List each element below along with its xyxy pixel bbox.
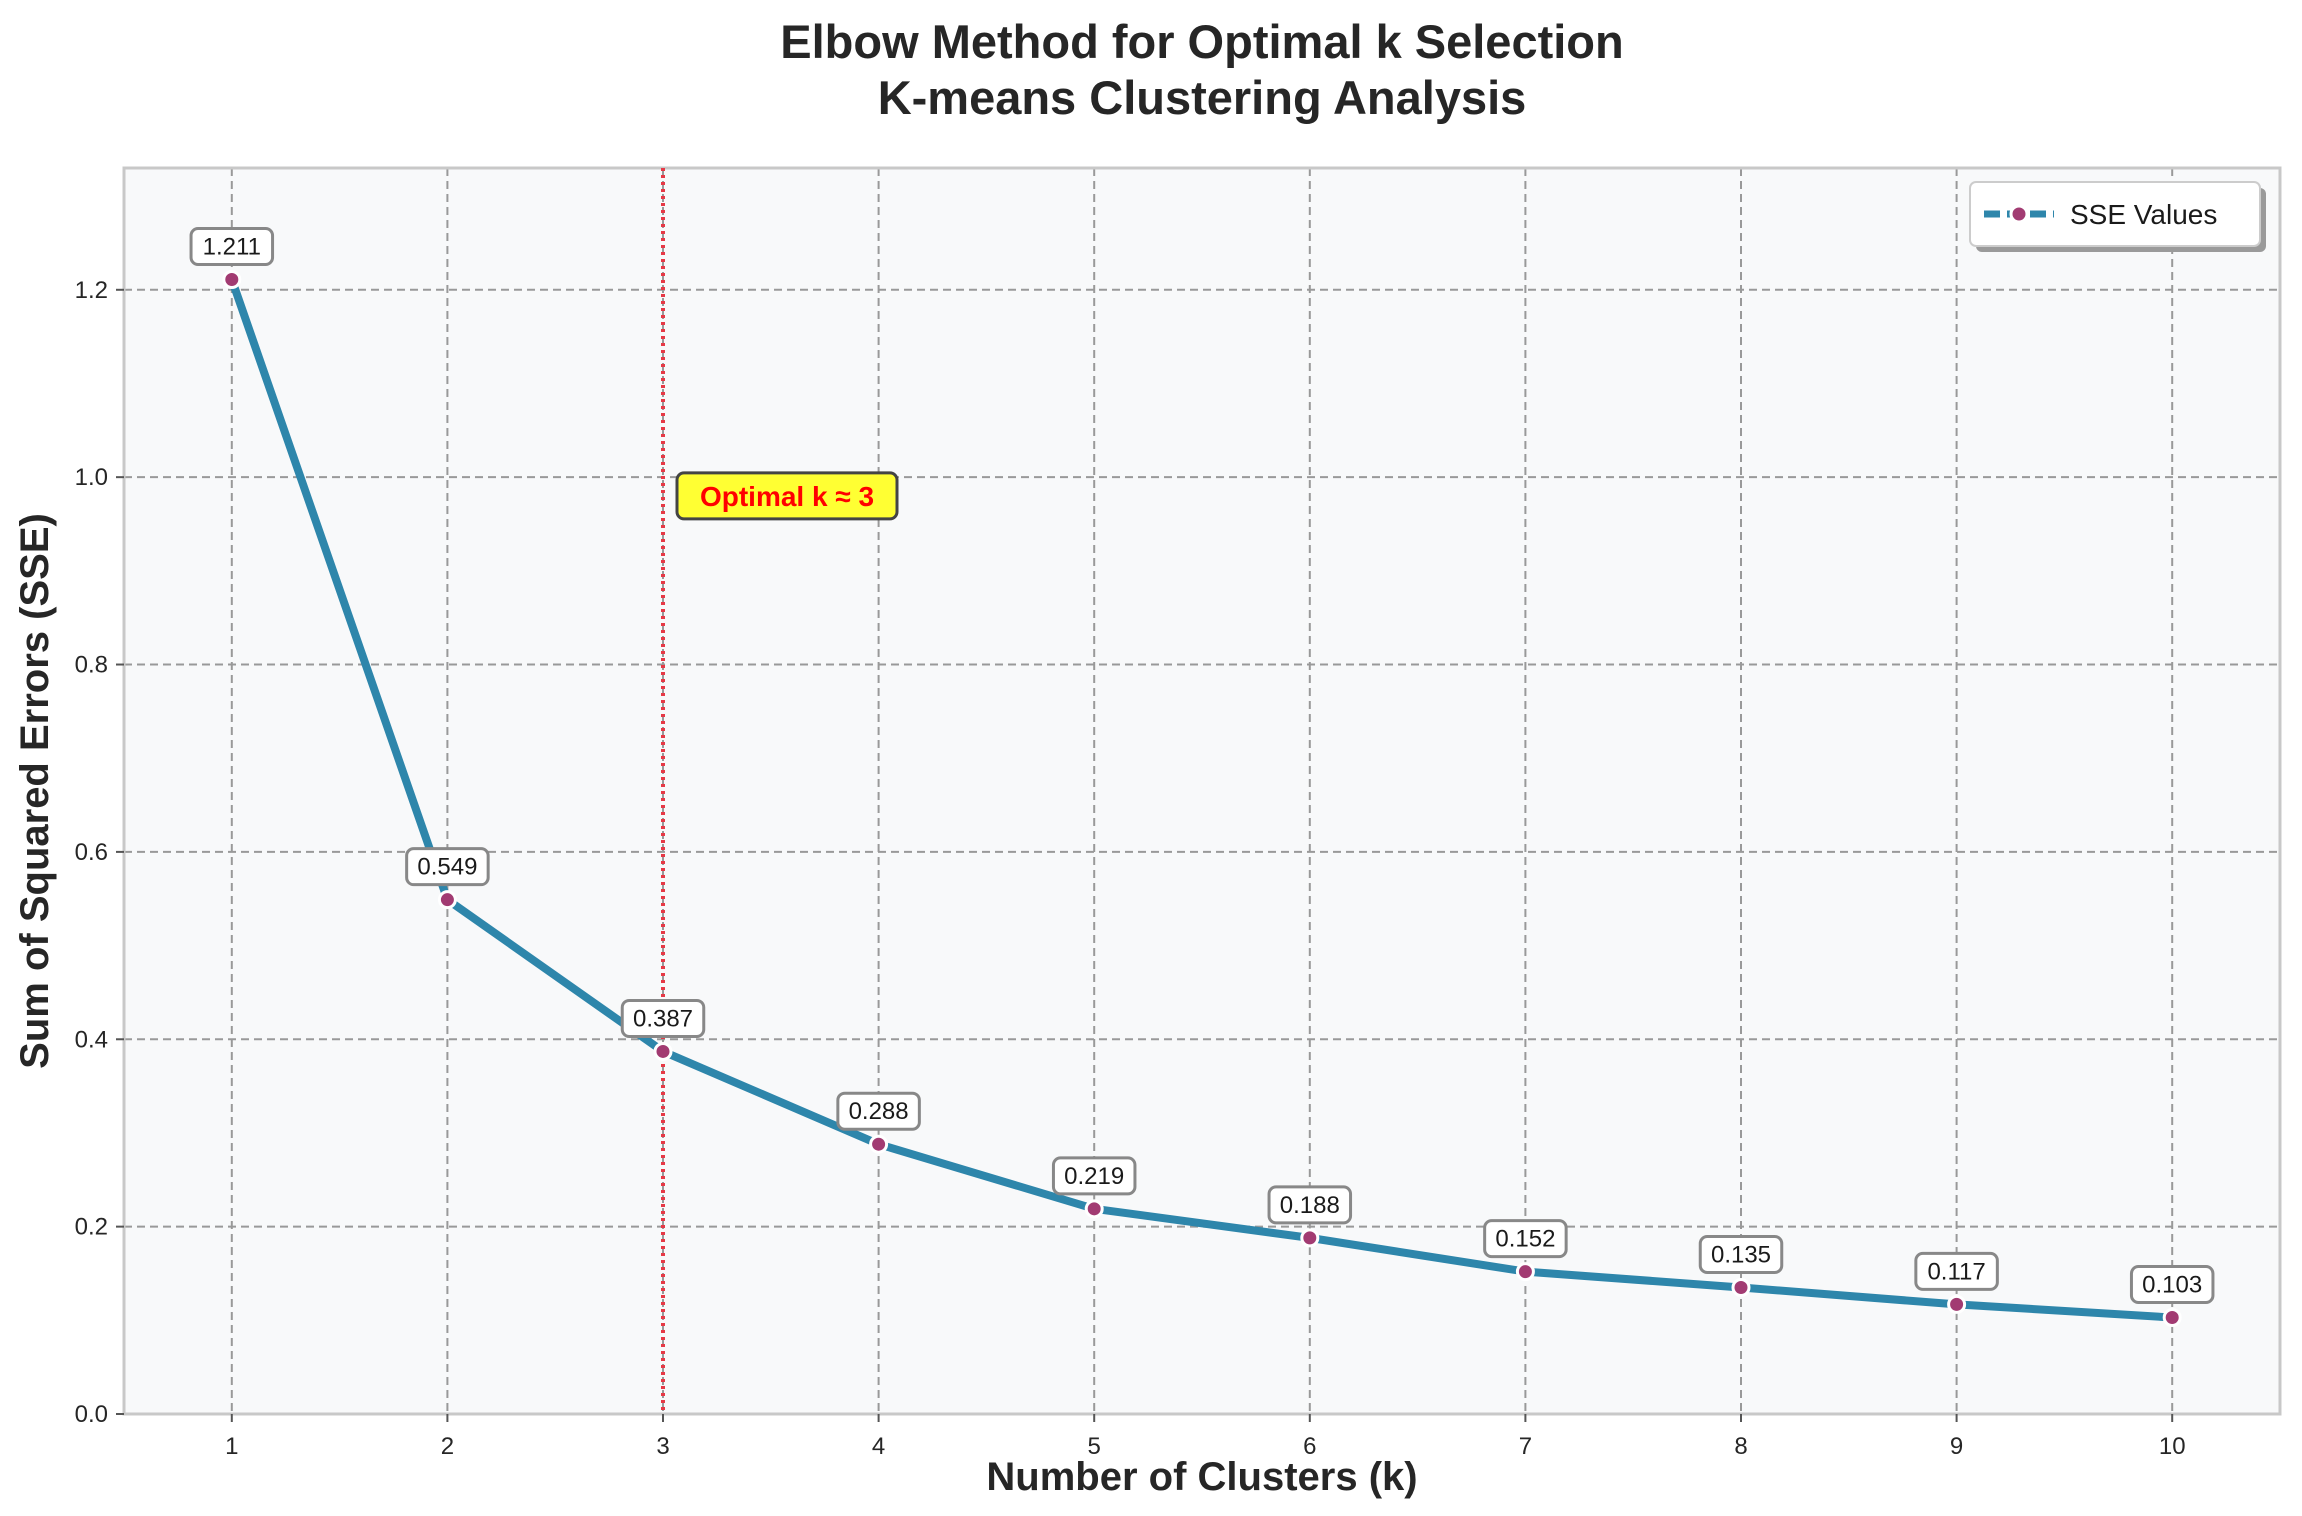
- data-labels: 1.211 0.549 0.387 0.288 0.219 0.188 0.152 0.135…: [189, 226, 2215, 1305]
- x-tick-label-10: 10: [2159, 1433, 2186, 1460]
- data-label-box-10: [2129, 1265, 2215, 1305]
- plot-frame: [122, 166, 2282, 1416]
- annotation-group: Optimal k ≈ 3: [675, 471, 899, 521]
- plot-area: [124, 168, 2280, 1414]
- y-axis-label: Sum of Squared Errors (SSE): [13, 513, 57, 1069]
- data-label-box-7: [1483, 1219, 1568, 1259]
- x-tick-label-7: 7: [1519, 1433, 1532, 1460]
- x-tick-label-6: 6: [1303, 1433, 1316, 1460]
- x-tick-label-3: 3: [656, 1433, 669, 1460]
- data-label-8: 0.135: [1698, 1235, 1784, 1275]
- data-label-text-5: 0.219: [1064, 1163, 1124, 1190]
- data-label-box-9: [1914, 1251, 1999, 1291]
- data-label-3: 0.387: [620, 998, 706, 1038]
- x-tick-label-5: 5: [1088, 1433, 1101, 1460]
- data-label-box-2: [405, 847, 490, 887]
- chart-title: Elbow Method for Optimal k Selection: [780, 15, 1623, 68]
- x-tick-label-8: 8: [1734, 1433, 1747, 1460]
- data-label-5: 0.219: [1051, 1156, 1137, 1196]
- x-axis-label: Number of Clusters (k): [986, 1455, 1417, 1499]
- legend: SSE Values: [1969, 181, 2266, 252]
- sse-line: [227, 275, 2177, 1322]
- data-label-6: 0.188: [1267, 1185, 1353, 1225]
- data-label-text-10: 0.103: [2142, 1272, 2202, 1299]
- legend-label: SSE Values: [2070, 199, 2217, 230]
- y-tick-label-5: 0.8: [75, 652, 108, 679]
- series-group: [222, 269, 2182, 1328]
- sse-point-3: [653, 1041, 673, 1061]
- x-tick-label-9: 9: [1950, 1433, 1963, 1460]
- y-tick-label-4: 0.6: [75, 839, 108, 866]
- x-tick-label-1: 1: [225, 1433, 238, 1460]
- x-tick-label-4: 4: [872, 1433, 885, 1460]
- data-label-box-3: [620, 998, 706, 1038]
- data-label-box-5: [1051, 1156, 1137, 1196]
- data-label-1: 1.211: [189, 226, 275, 266]
- data-label-text-8: 0.135: [1711, 1242, 1771, 1269]
- optimal-k-annotation-text: Optimal k ≈ 3: [700, 481, 874, 512]
- data-label-2: 0.549: [405, 847, 490, 887]
- sse-point-9: [1947, 1294, 1967, 1314]
- sse-point-5: [1084, 1199, 1104, 1219]
- data-label-7: 0.152: [1483, 1219, 1568, 1259]
- y-tick-label-6: 1.0: [75, 464, 108, 491]
- data-label-box-4: [836, 1091, 921, 1131]
- y-tick-label-7: 1.2: [75, 277, 108, 304]
- sse-point-10: [2162, 1308, 2182, 1328]
- sse-point-6: [1300, 1228, 1320, 1248]
- sse-point-2: [437, 890, 457, 910]
- data-label-text-9: 0.117: [1927, 1258, 1985, 1285]
- x-tick-label-2: 2: [441, 1433, 454, 1460]
- sse-point-4: [869, 1134, 889, 1154]
- legend-marker-swatch: [2009, 204, 2029, 224]
- sse-point-7: [1515, 1262, 1535, 1282]
- legend-box: [1969, 181, 2261, 247]
- data-label-box-8: [1698, 1235, 1784, 1275]
- data-label-text-2: 0.549: [417, 854, 477, 881]
- y-tick-label-1: 0.0: [75, 1401, 108, 1428]
- chart-subtitle: K-means Clustering Analysis: [878, 71, 1527, 124]
- sse-point-1: [222, 269, 242, 289]
- data-label-text-4: 0.288: [849, 1098, 909, 1125]
- data-label-text-6: 0.188: [1280, 1192, 1340, 1219]
- tick-labels: 1 2 3 4 5 6 7 8 9 10 0.0 0.2 0.4 0.6 0.8 1.0 1.2: [75, 277, 2186, 1460]
- data-label-10: 0.103: [2129, 1265, 2215, 1305]
- y-tick-label-2: 0.2: [75, 1214, 108, 1241]
- optimal-k-annotation-box: [675, 471, 899, 521]
- data-label-text-7: 0.152: [1495, 1226, 1555, 1253]
- data-label-4: 0.288: [836, 1091, 921, 1131]
- data-label-box-1: [189, 226, 275, 266]
- data-label-text-1: 1.211: [203, 233, 261, 260]
- data-label-box-6: [1267, 1185, 1353, 1225]
- data-label-text-3: 0.387: [633, 1005, 693, 1032]
- plot-border: [122, 166, 2282, 1416]
- y-tick-label-3: 0.4: [75, 1026, 108, 1053]
- sse-point-8: [1731, 1278, 1751, 1298]
- data-label-9: 0.117: [1914, 1251, 1999, 1291]
